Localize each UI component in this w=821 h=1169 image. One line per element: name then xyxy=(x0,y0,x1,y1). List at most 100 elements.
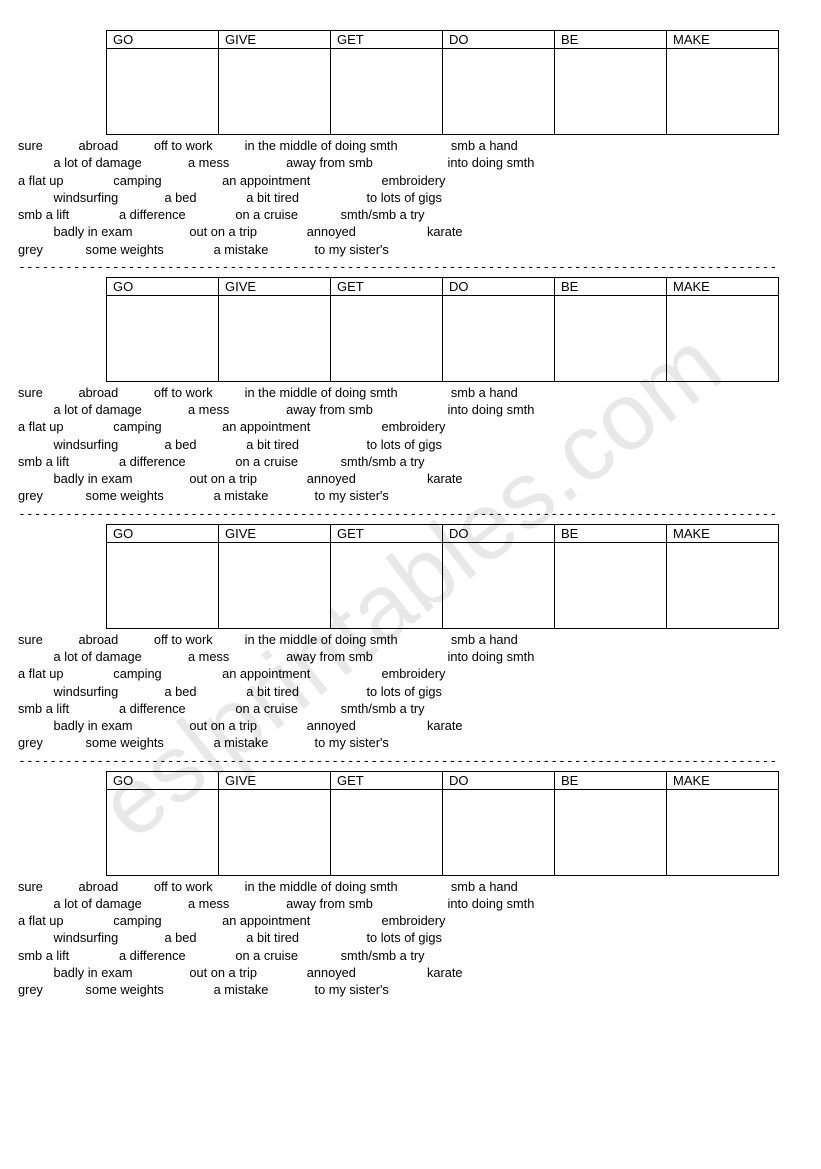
phrase-line: windsurfing a bed a bit tired to lots of… xyxy=(18,930,442,945)
answer-cell[interactable] xyxy=(667,295,779,381)
worksheet-page: GO GIVE GET DO BE MAKE sure abroad off t… xyxy=(0,0,821,1020)
phrase-line: badly in exam out on a trip annoyed kara… xyxy=(18,718,463,733)
answer-cell[interactable] xyxy=(331,295,443,381)
phrase-line: grey some weights a mistake to my sister… xyxy=(18,488,389,503)
table-body-row xyxy=(107,295,779,381)
col-header-get: GET xyxy=(331,31,443,49)
col-header-go: GO xyxy=(107,771,219,789)
phrase-line: windsurfing a bed a bit tired to lots of… xyxy=(18,684,442,699)
col-header-get: GET xyxy=(331,524,443,542)
phrase-line: sure abroad off to work in the middle of… xyxy=(18,385,518,400)
verb-categorization-table: GO GIVE GET DO BE MAKE xyxy=(106,30,779,135)
col-header-give: GIVE xyxy=(219,524,331,542)
answer-cell[interactable] xyxy=(667,542,779,628)
col-header-be: BE xyxy=(555,277,667,295)
table-header-row: GO GIVE GET DO BE MAKE xyxy=(107,31,779,49)
phrase-line: sure abroad off to work in the middle of… xyxy=(18,879,518,894)
answer-cell[interactable] xyxy=(555,789,667,875)
col-header-do: DO xyxy=(443,771,555,789)
verb-categorization-table: GO GIVE GET DO BE MAKE xyxy=(106,277,779,382)
phrase-line: grey some weights a mistake to my sister… xyxy=(18,735,389,750)
table-body-row xyxy=(107,542,779,628)
phrase-line: smb a lift a difference on a cruise smth… xyxy=(18,454,425,469)
col-header-be: BE xyxy=(555,524,667,542)
col-header-get: GET xyxy=(331,277,443,295)
table-body-row xyxy=(107,49,779,135)
col-header-do: DO xyxy=(443,31,555,49)
answer-cell[interactable] xyxy=(219,789,331,875)
answer-cell[interactable] xyxy=(555,295,667,381)
col-header-be: BE xyxy=(555,31,667,49)
phrase-line: a lot of damage a mess away from smb int… xyxy=(18,896,534,911)
col-header-make: MAKE xyxy=(667,524,779,542)
col-header-give: GIVE xyxy=(219,31,331,49)
phrase-line: a flat up camping an appointment embroid… xyxy=(18,173,445,188)
col-header-get: GET xyxy=(331,771,443,789)
answer-cell[interactable] xyxy=(219,542,331,628)
answer-cell[interactable] xyxy=(331,789,443,875)
answer-cell[interactable] xyxy=(667,49,779,135)
answer-cell[interactable] xyxy=(331,542,443,628)
answer-cell[interactable] xyxy=(443,789,555,875)
worksheet-section: GO GIVE GET DO BE MAKE sure abroad off t… xyxy=(18,30,803,275)
col-header-go: GO xyxy=(107,524,219,542)
phrase-line: a lot of damage a mess away from smb int… xyxy=(18,649,534,664)
phrase-line: badly in exam out on a trip annoyed kara… xyxy=(18,224,463,239)
answer-cell[interactable] xyxy=(107,295,219,381)
col-header-give: GIVE xyxy=(219,277,331,295)
phrase-line: windsurfing a bed a bit tired to lots of… xyxy=(18,190,442,205)
phrase-bank: sure abroad off to work in the middle of… xyxy=(18,384,803,505)
col-header-do: DO xyxy=(443,524,555,542)
section-divider: ----------------------------------------… xyxy=(18,260,803,275)
answer-cell[interactable] xyxy=(331,49,443,135)
col-header-make: MAKE xyxy=(667,277,779,295)
worksheet-section: GO GIVE GET DO BE MAKE sure abroad off t… xyxy=(18,277,803,522)
answer-cell[interactable] xyxy=(555,49,667,135)
phrase-line: windsurfing a bed a bit tired to lots of… xyxy=(18,437,442,452)
section-divider: ----------------------------------------… xyxy=(18,507,803,522)
table-header-row: GO GIVE GET DO BE MAKE xyxy=(107,524,779,542)
answer-cell[interactable] xyxy=(555,542,667,628)
phrase-line: smb a lift a difference on a cruise smth… xyxy=(18,948,425,963)
phrase-line: sure abroad off to work in the middle of… xyxy=(18,138,518,153)
phrase-bank: sure abroad off to work in the middle of… xyxy=(18,137,803,258)
phrase-line: a flat up camping an appointment embroid… xyxy=(18,666,445,681)
worksheet-section: GO GIVE GET DO BE MAKE sure abroad off t… xyxy=(18,524,803,769)
table-header-row: GO GIVE GET DO BE MAKE xyxy=(107,277,779,295)
section-divider: ----------------------------------------… xyxy=(18,754,803,769)
answer-cell[interactable] xyxy=(107,49,219,135)
worksheet-section: GO GIVE GET DO BE MAKE sure abroad off t… xyxy=(18,771,803,999)
col-header-make: MAKE xyxy=(667,31,779,49)
table-body-row xyxy=(107,789,779,875)
phrase-bank: sure abroad off to work in the middle of… xyxy=(18,878,803,999)
phrase-line: sure abroad off to work in the middle of… xyxy=(18,632,518,647)
phrase-bank: sure abroad off to work in the middle of… xyxy=(18,631,803,752)
answer-cell[interactable] xyxy=(219,295,331,381)
phrase-line: smb a lift a difference on a cruise smth… xyxy=(18,701,425,716)
answer-cell[interactable] xyxy=(667,789,779,875)
col-header-go: GO xyxy=(107,277,219,295)
phrase-line: grey some weights a mistake to my sister… xyxy=(18,242,389,257)
answer-cell[interactable] xyxy=(107,789,219,875)
answer-cell[interactable] xyxy=(219,49,331,135)
col-header-make: MAKE xyxy=(667,771,779,789)
table-header-row: GO GIVE GET DO BE MAKE xyxy=(107,771,779,789)
col-header-give: GIVE xyxy=(219,771,331,789)
phrase-line: badly in exam out on a trip annoyed kara… xyxy=(18,471,463,486)
phrase-line: smb a lift a difference on a cruise smth… xyxy=(18,207,425,222)
phrase-line: badly in exam out on a trip annoyed kara… xyxy=(18,965,463,980)
col-header-be: BE xyxy=(555,771,667,789)
answer-cell[interactable] xyxy=(443,295,555,381)
phrase-line: a flat up camping an appointment embroid… xyxy=(18,913,445,928)
answer-cell[interactable] xyxy=(107,542,219,628)
phrase-line: a lot of damage a mess away from smb int… xyxy=(18,155,534,170)
col-header-do: DO xyxy=(443,277,555,295)
answer-cell[interactable] xyxy=(443,542,555,628)
verb-categorization-table: GO GIVE GET DO BE MAKE xyxy=(106,524,779,629)
phrase-line: grey some weights a mistake to my sister… xyxy=(18,982,389,997)
col-header-go: GO xyxy=(107,31,219,49)
verb-categorization-table: GO GIVE GET DO BE MAKE xyxy=(106,771,779,876)
phrase-line: a flat up camping an appointment embroid… xyxy=(18,419,445,434)
phrase-line: a lot of damage a mess away from smb int… xyxy=(18,402,534,417)
answer-cell[interactable] xyxy=(443,49,555,135)
